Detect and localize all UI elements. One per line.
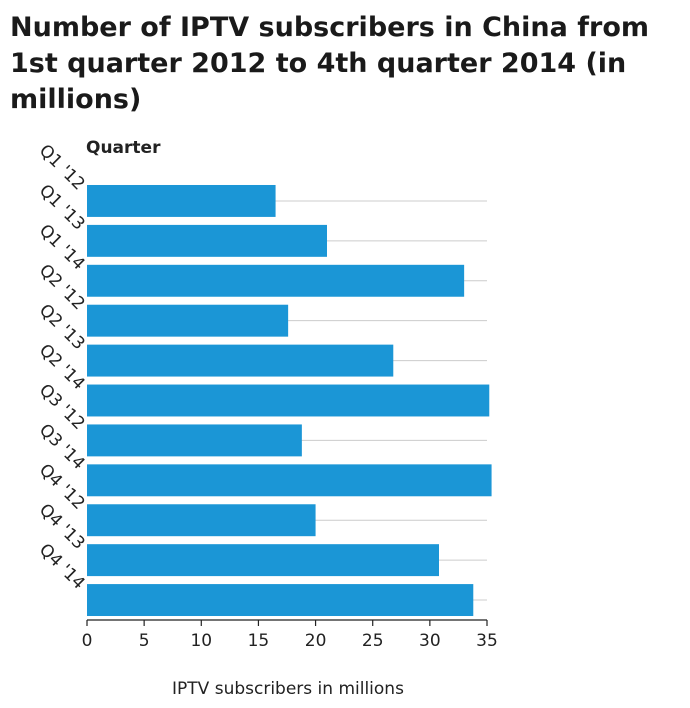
bar (87, 344, 394, 377)
x-tick-label: 5 (139, 631, 150, 651)
x-tick-label: 30 (419, 631, 441, 651)
bar (87, 224, 327, 257)
bars (87, 184, 492, 617)
bar (87, 184, 276, 217)
bar (87, 504, 316, 537)
y-axis-title: Quarter (86, 138, 161, 158)
bar (87, 304, 289, 337)
x-tick-label: 35 (476, 631, 498, 651)
x-tick-label: 0 (82, 631, 93, 651)
bar (87, 264, 465, 297)
x-tick-label: 15 (248, 631, 270, 651)
x-axis: 0 5 10 15 20 25 30 35 (82, 619, 498, 651)
bar (87, 464, 492, 497)
bar (87, 424, 302, 457)
bar (87, 584, 474, 617)
x-tick-label: 25 (362, 631, 384, 651)
x-axis-title: IPTV subscribers in millions (172, 679, 404, 699)
chart-title: Number of IPTV subscribers in China from… (10, 12, 649, 115)
x-tick-label: 20 (305, 631, 327, 651)
bar (87, 544, 439, 577)
x-tick-label: 10 (190, 631, 212, 651)
y-tick-label: Q4 '14 (35, 540, 89, 594)
bar (87, 384, 490, 417)
